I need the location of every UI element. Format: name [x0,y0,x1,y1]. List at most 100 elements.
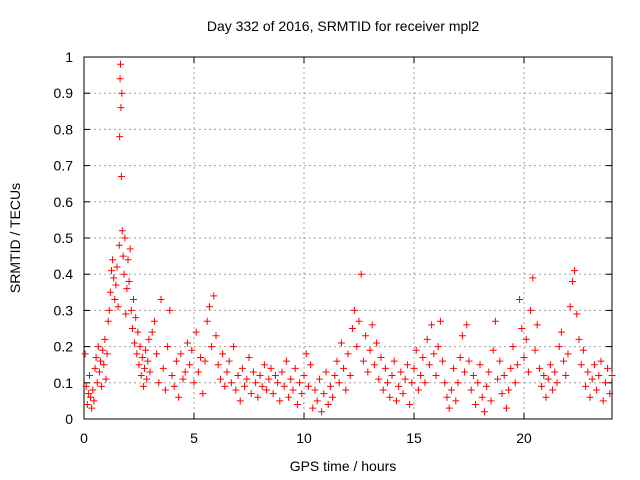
data-point [315,375,323,383]
data-point [507,364,515,372]
data-point [500,372,508,380]
data-point [406,401,414,409]
data-point [98,382,106,390]
data-point [82,382,90,390]
data-series [81,60,616,416]
y-tick-label: 0.6 [54,194,74,210]
data-point [126,245,134,253]
data-point [103,350,111,358]
y-tick-label: 0 [65,411,73,427]
y-axis-label: SRMTID / TECUs [7,183,23,293]
data-point [344,350,352,358]
data-point [155,379,163,387]
grid [84,57,612,419]
data-point [186,361,194,369]
data-point [463,321,471,329]
data-point [267,364,275,372]
data-point [472,401,480,409]
data-point [223,368,231,376]
data-point [258,382,266,390]
data-point [153,350,161,358]
data-point [291,364,299,372]
data-point [480,408,488,416]
data-point [340,364,348,372]
data-point [111,296,119,304]
data-point [125,277,133,285]
data-point [384,379,392,387]
x-tick-label: 15 [406,430,422,446]
data-point [106,288,114,296]
data-point [150,317,158,325]
data-point [243,375,251,383]
data-point [194,368,202,376]
data-point [123,285,131,293]
data-point [210,292,218,300]
data-point [458,332,466,340]
data-point [379,386,387,394]
data-point [439,357,447,365]
data-point [520,353,528,361]
data-point [90,397,98,405]
data-point [373,339,381,347]
data-point [410,364,418,372]
data-point [190,379,198,387]
data-point [498,390,506,398]
data-point [119,252,127,260]
data-point [412,346,420,354]
data-point [313,397,321,405]
data-point [121,234,129,242]
data-point [304,382,312,390]
data-point [148,328,156,336]
data-point [441,379,449,387]
data-point [144,357,152,365]
data-point [117,104,125,112]
data-point [333,357,341,365]
data-point [88,404,96,412]
data-point [428,321,436,329]
data-point [362,332,370,340]
data-point [502,404,510,412]
data-point [260,361,268,369]
data-point [86,372,93,380]
data-point [467,386,475,394]
chart-title: Day 332 of 2016, SRMTID for receiver mpl… [207,18,480,34]
y-tick-label: 0.7 [54,158,74,174]
data-point [166,306,174,314]
data-point [608,372,616,380]
data-point [131,339,139,347]
data-point [390,357,398,365]
data-point [234,372,242,380]
data-point [307,361,315,369]
data-point [571,267,579,275]
data-point [102,375,110,383]
data-point [469,372,477,380]
data-point [388,372,396,380]
data-point [271,372,279,380]
data-point [331,372,339,380]
data-point [289,386,297,394]
data-point [142,346,150,354]
data-point [274,379,282,387]
data-point [143,375,151,383]
data-point [395,382,403,390]
data-point [205,303,213,311]
data-point [337,339,345,347]
data-point [573,310,581,318]
data-point [355,317,363,325]
data-point [487,397,495,405]
data-point [208,343,216,351]
data-point [212,332,220,340]
data-point [527,306,535,314]
data-point [278,368,286,376]
data-point [476,361,484,369]
data-point [566,303,574,311]
y-tick-label: 0.2 [54,339,74,355]
data-point [434,343,442,351]
data-point [236,397,244,405]
data-point [280,382,288,390]
data-point [105,306,113,314]
data-point [132,314,140,322]
data-point [128,325,136,332]
data-point [282,357,290,365]
data-point [146,368,154,376]
